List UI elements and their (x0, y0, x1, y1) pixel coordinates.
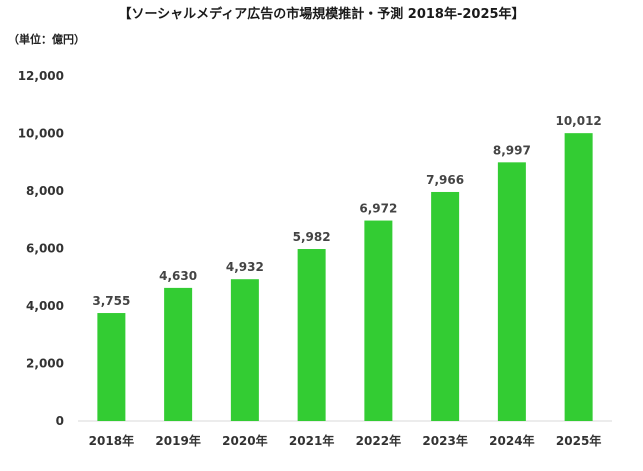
x-tick-label: 2021年 (289, 433, 334, 448)
data-label: 5,982 (293, 230, 331, 244)
bar-2023年 (431, 191, 460, 421)
y-tick-label: 4,000 (26, 299, 64, 313)
y-tick-label: 10,000 (18, 127, 64, 141)
bar-2020年 (230, 279, 259, 421)
x-tick-label: 2019年 (155, 433, 200, 448)
unit-label: （単位：億円） (8, 33, 85, 46)
y-tick-label: 8,000 (26, 184, 64, 198)
bar-2024年 (497, 162, 526, 421)
y-tick-label: 2,000 (26, 357, 64, 371)
bar-2018年 (97, 313, 126, 421)
y-tick-label: 6,000 (26, 242, 64, 256)
y-tick-label: 12,000 (18, 69, 64, 83)
x-tick-label: 2022年 (356, 433, 401, 448)
x-tick-label: 2025年 (556, 433, 601, 448)
bar-2021年 (297, 249, 326, 421)
data-label: 8,997 (493, 143, 531, 157)
data-label: 3,755 (92, 294, 130, 308)
data-label: 6,972 (359, 202, 397, 216)
chart-title: 【ソーシャルメディア広告の市場規模推計・予測 2018年-2025年】 (118, 7, 525, 22)
x-tick-label: 2020年 (222, 433, 267, 448)
data-label: 4,630 (159, 269, 197, 283)
x-tick-label: 2023年 (422, 433, 467, 448)
bar-2019年 (164, 287, 193, 421)
x-tick-label: 2024年 (489, 433, 534, 448)
y-tick-label: 0 (56, 414, 64, 428)
bar-2022年 (364, 220, 393, 421)
data-label: 7,966 (426, 173, 464, 187)
x-tick-label: 2018年 (89, 433, 134, 448)
data-label: 4,932 (226, 260, 264, 274)
bar-2025年 (564, 133, 593, 421)
data-label: 10,012 (555, 114, 601, 128)
